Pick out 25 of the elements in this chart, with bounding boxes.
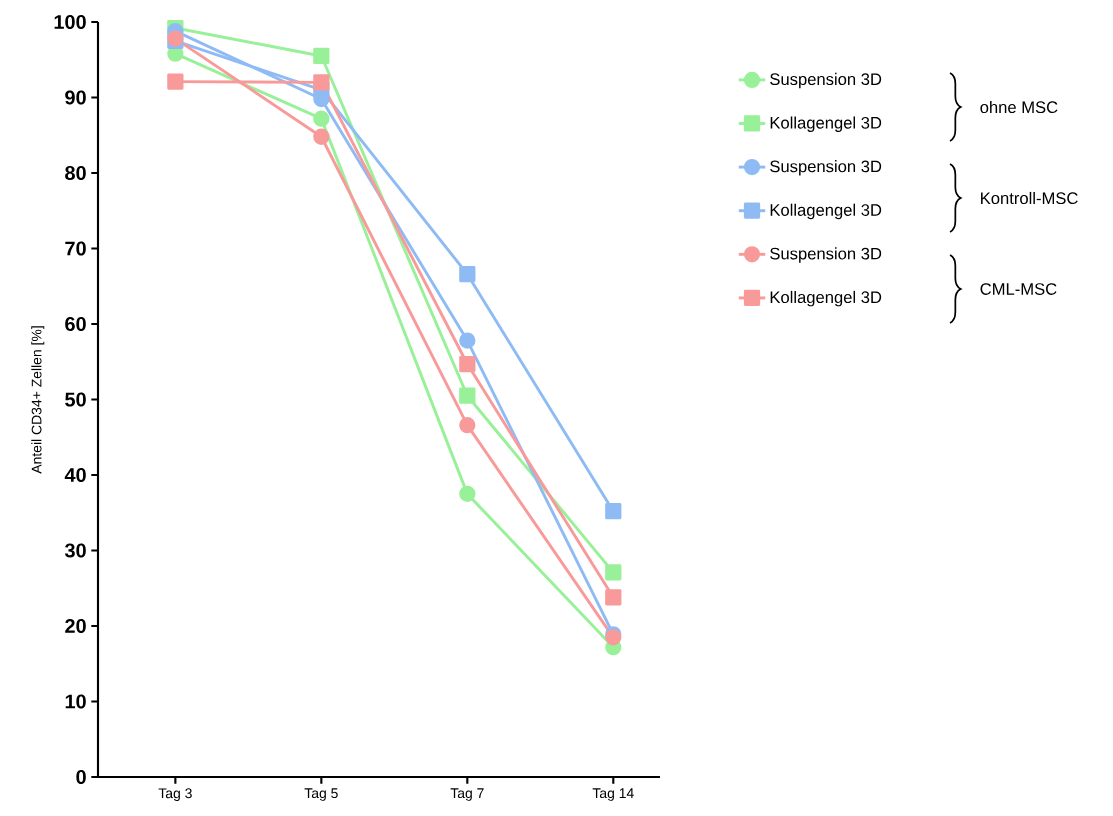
- legend-label: Kollagengel 3D: [770, 203, 882, 220]
- y-tick-label: 40: [64, 467, 86, 483]
- legend-label: Suspension 3D: [770, 72, 882, 89]
- y-tick-label: 90: [65, 90, 86, 105]
- y-tick-label: 60: [65, 316, 86, 332]
- y-tick-label: 80: [65, 165, 86, 181]
- legend-label: Suspension 3D: [770, 160, 882, 176]
- x-tick-label: Tag 5: [304, 788, 338, 801]
- y-tick-label: 50: [65, 392, 86, 407]
- x-tick-label: Tag 3: [158, 788, 192, 801]
- legend-label: Suspension 3D: [770, 247, 882, 263]
- y-tick-label: 10: [65, 694, 86, 709]
- y-tick-label: 30: [64, 543, 86, 558]
- x-tick-label: Tag 7: [450, 788, 484, 801]
- x-tick-label: Tag 14: [592, 788, 634, 801]
- y-tick-label: 100: [54, 14, 86, 30]
- text: Kontroll-MSC: [981, 191, 1078, 205]
- y-tick-label: 0: [76, 769, 86, 785]
- legend-label: Kollagengel 3D: [770, 116, 882, 132]
- y-axis-title: Anteil CD34+ Zellen [%]: [31, 326, 45, 474]
- text: ohne MSC: [980, 100, 1058, 114]
- y-tick-label: 20: [65, 618, 86, 634]
- y-tick-label: 70: [65, 241, 86, 256]
- text: CML-MSC: [980, 283, 1057, 295]
- legend-label: Kollagengel 3D: [770, 290, 882, 307]
